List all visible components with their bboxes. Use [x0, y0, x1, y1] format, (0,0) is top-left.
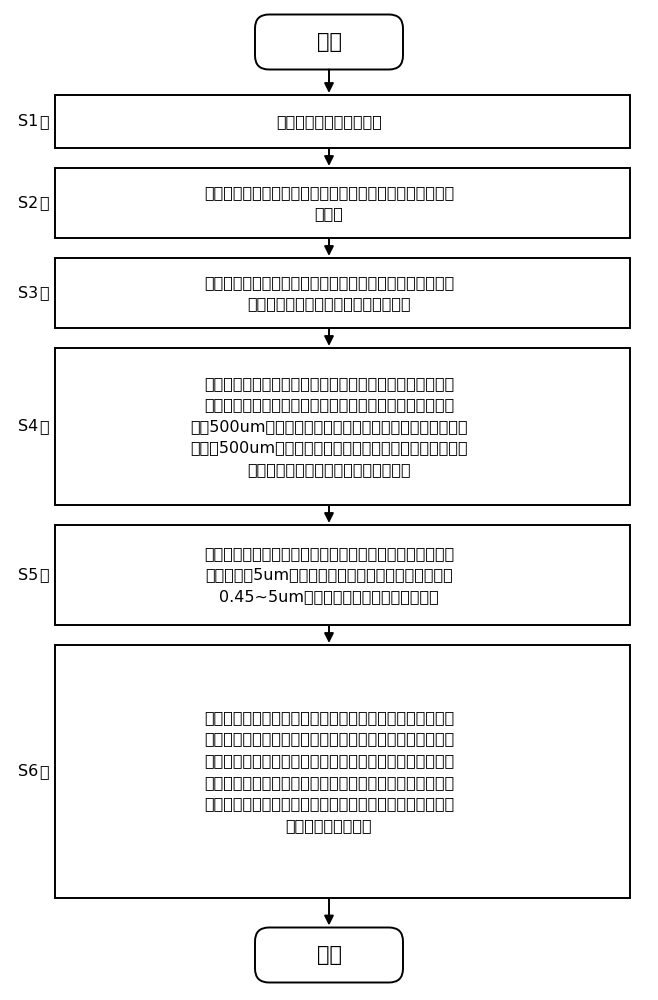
- Text: ～: ～: [39, 114, 49, 129]
- Text: 利用荧光显微镜对纯化滤膜进行全视野扫描，记录纯化滤膜
上所有微塑料的颗粒数、形态、颜色，同时采集视野中尺寸
大于500um的微塑料进行标记检测，获取深海冷泉区沉: 利用荧光显微镜对纯化滤膜进行全视野扫描，记录纯化滤膜 上所有微塑料的颗粒数、形态…: [190, 376, 468, 477]
- Bar: [55, 348, 630, 505]
- Text: 开始: 开始: [316, 32, 342, 52]
- Text: 将纯化滤膜进行萃取提纯处理，获取来自深海冷泉区沉积物
的尺寸大于5um的大尺寸微塑料萃取纯化溶液和尺寸为
0.45~5um的亚尺寸微塑料萃取纯化溶液；: 将纯化滤膜进行萃取提纯处理，获取来自深海冷泉区沉积物 的尺寸大于5um的大尺寸微…: [204, 546, 454, 604]
- Text: S1: S1: [18, 114, 38, 129]
- FancyBboxPatch shape: [255, 928, 403, 982]
- Text: S2: S2: [18, 196, 38, 211]
- Bar: [55, 95, 630, 148]
- Text: ～: ～: [39, 419, 49, 434]
- Bar: [55, 525, 630, 625]
- Bar: [55, 645, 630, 898]
- FancyBboxPatch shape: [255, 14, 403, 70]
- Text: S6: S6: [18, 764, 38, 779]
- Text: 结束: 结束: [316, 945, 342, 965]
- Text: 将两种萃取纯化溶液按照一定量分别滴在两个不同的高反玻
璃上于通风橱晾干后，测量滴有剩余部分大尺寸微塑料萃取
纯化溶液的高反玻璃上每个微塑料颗粒对应的数量、尺寸以: 将两种萃取纯化溶液按照一定量分别滴在两个不同的高反玻 璃上于通风橱晾干后，测量滴…: [204, 710, 454, 833]
- Text: 对深海冷泉区沉积物进行预处理，获取全尺寸纯化的微塑料
溶液；: 对深海冷泉区沉积物进行预处理，获取全尺寸纯化的微塑料 溶液；: [204, 185, 454, 221]
- Text: 将得到的全尺寸纯化的微塑料溶液进行层级真空抽滤处理，
得到富含不同优势微塑料的纯化滤膜；: 将得到的全尺寸纯化的微塑料溶液进行层级真空抽滤处理， 得到富含不同优势微塑料的纯…: [204, 275, 454, 311]
- Text: S4: S4: [18, 419, 38, 434]
- Text: ～: ～: [39, 568, 49, 582]
- Text: ～: ～: [39, 764, 49, 779]
- Text: S3: S3: [18, 286, 38, 300]
- Text: S5: S5: [18, 568, 38, 582]
- Text: 获取深海冷泉区沉积物；: 获取深海冷泉区沉积物；: [276, 114, 382, 129]
- Bar: [55, 168, 630, 238]
- Bar: [55, 258, 630, 328]
- Text: ～: ～: [39, 286, 49, 300]
- Text: ～: ～: [39, 196, 49, 211]
